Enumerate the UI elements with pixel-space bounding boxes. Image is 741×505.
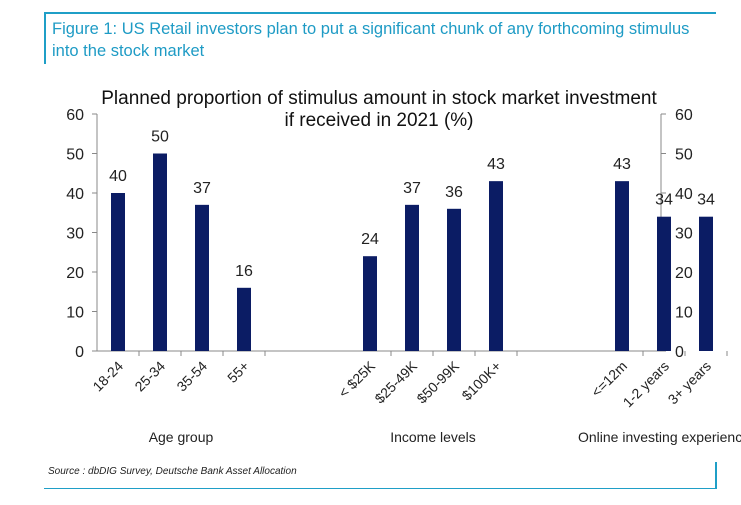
x-category-label: 3+ years xyxy=(665,358,715,408)
group-label: Online investing experience xyxy=(578,429,741,445)
bar-value-label: 40 xyxy=(109,168,127,185)
bar xyxy=(615,181,629,351)
x-category-label: 25-34 xyxy=(131,358,168,395)
bar xyxy=(699,216,713,351)
bar-value-label: 36 xyxy=(445,184,463,201)
bar-value-label: 34 xyxy=(697,192,715,209)
chart-title-line-2: if received in 2021 (%) xyxy=(284,110,473,131)
bar-value-label: 43 xyxy=(487,156,505,173)
bar-value-label: 37 xyxy=(403,180,421,197)
bar xyxy=(363,256,377,351)
bar xyxy=(237,287,251,351)
group-label: Income levels xyxy=(390,429,476,445)
bar-value-label: 50 xyxy=(151,129,169,146)
source-note: Source : dbDIG Survey, Deutsche Bank Ass… xyxy=(48,466,297,477)
y-tick-label-right: 20 xyxy=(675,265,693,282)
figure-right-rule xyxy=(715,462,717,489)
group-label: Age group xyxy=(149,429,214,445)
y-tick-label-right: 10 xyxy=(675,305,693,322)
figure-bottom-rule xyxy=(44,488,716,489)
y-tick-label-right: 60 xyxy=(675,107,693,124)
y-tick-label-left: 50 xyxy=(66,147,84,164)
y-tick-label-right: 30 xyxy=(675,226,693,243)
bar xyxy=(195,204,209,351)
x-category-label: $100K+ xyxy=(458,358,504,404)
bar xyxy=(405,204,419,351)
y-tick-label-left: 20 xyxy=(66,265,84,282)
bar xyxy=(153,153,167,351)
bar-value-label: 34 xyxy=(655,192,673,209)
chart-title-line-1: Planned proportion of stimulus amount in… xyxy=(101,88,657,109)
x-category-label: $25-49K xyxy=(371,357,420,406)
y-tick-label-right: 40 xyxy=(675,186,693,203)
figure-top-rule xyxy=(44,12,716,14)
bar-value-label: 24 xyxy=(361,231,379,248)
bar xyxy=(447,208,461,351)
y-tick-label-left: 0 xyxy=(75,344,84,361)
bar-value-label: 16 xyxy=(235,263,253,280)
y-tick-label-left: 10 xyxy=(66,305,84,322)
figure-caption: Figure 1: US Retail investors plan to pu… xyxy=(52,20,690,60)
y-tick-label-left: 60 xyxy=(66,107,84,124)
y-tick-label-right: 50 xyxy=(675,147,693,164)
x-category-label: 18-24 xyxy=(89,358,126,395)
x-category-label: 1-2 years xyxy=(620,358,673,411)
x-category-label: 55+ xyxy=(224,358,252,386)
bar xyxy=(111,193,125,351)
bar xyxy=(489,181,503,351)
bar xyxy=(657,216,671,351)
y-tick-label-left: 30 xyxy=(66,226,84,243)
x-category-label: 35-54 xyxy=(173,358,210,395)
x-category-label: $50-99K xyxy=(413,357,462,406)
y-tick-label-right: 0 xyxy=(675,344,684,361)
figure-left-rule xyxy=(44,12,46,64)
bar-value-label: 37 xyxy=(193,180,211,197)
y-tick-label-left: 40 xyxy=(66,186,84,203)
bar-value-label: 43 xyxy=(613,156,631,173)
